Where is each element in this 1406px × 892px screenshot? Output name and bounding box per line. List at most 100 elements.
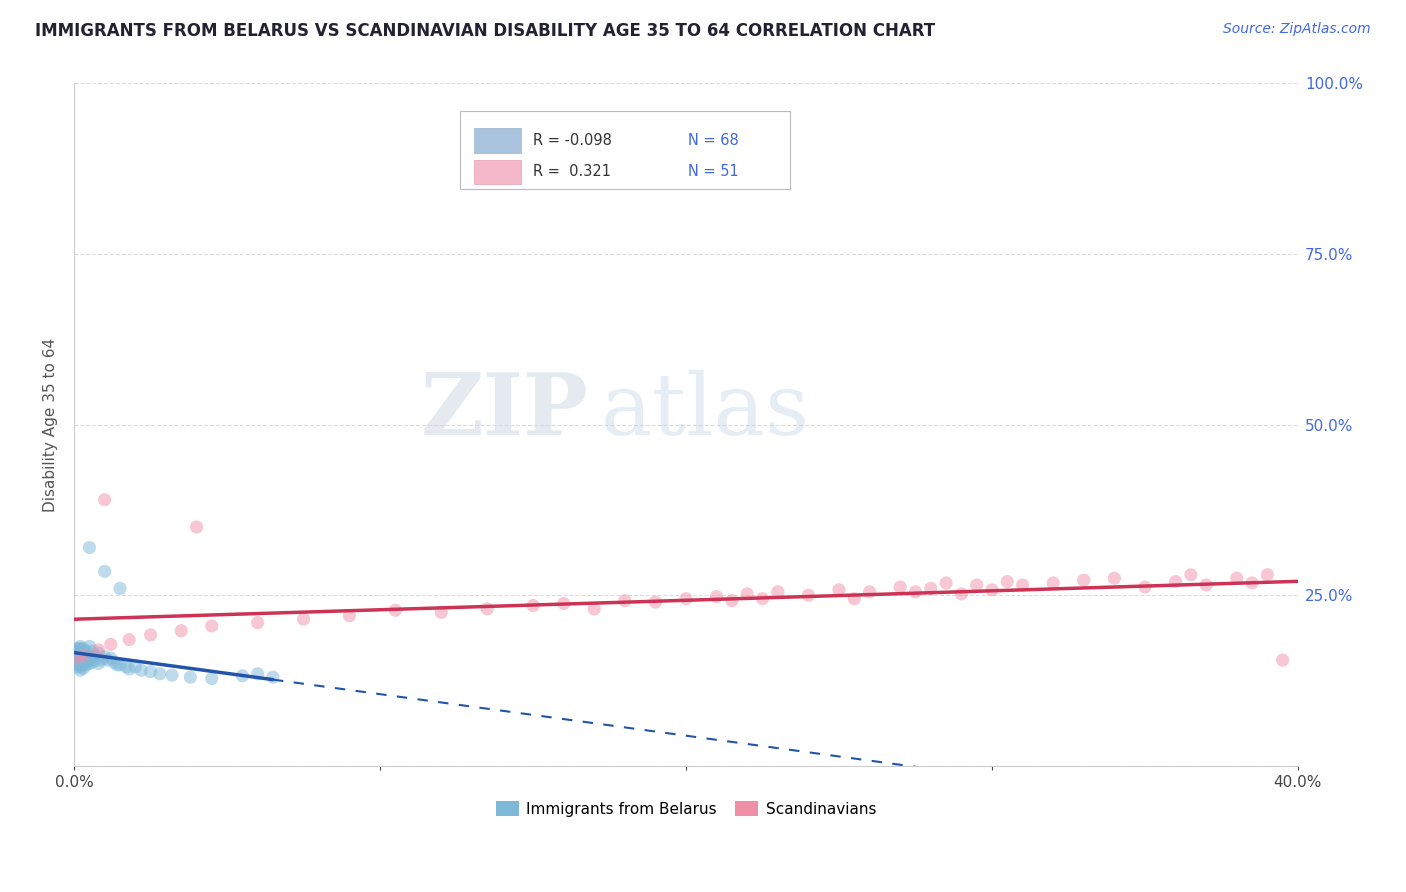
Point	[858, 585, 880, 599]
FancyBboxPatch shape	[474, 128, 520, 153]
Text: N = 68: N = 68	[689, 133, 740, 148]
Legend: Immigrants from Belarus, Scandinavians: Immigrants from Belarus, Scandinavians	[489, 796, 883, 823]
Point	[75, 644, 97, 658]
Point	[995, 574, 1018, 589]
Point	[981, 582, 1004, 597]
Point	[1042, 576, 1064, 591]
Point	[72, 646, 94, 660]
Point	[79, 640, 101, 654]
Point	[1104, 571, 1126, 585]
Point	[179, 670, 201, 684]
Point	[75, 655, 97, 669]
Point	[201, 672, 224, 686]
Point	[1164, 574, 1187, 589]
Point	[675, 591, 697, 606]
Point	[97, 653, 120, 667]
Text: ZIP: ZIP	[420, 369, 588, 453]
Point	[93, 649, 115, 664]
Point	[1133, 580, 1156, 594]
Point	[201, 619, 224, 633]
Point	[118, 662, 141, 676]
Point	[105, 657, 128, 672]
Point	[613, 593, 636, 607]
Point	[1011, 578, 1033, 592]
Point	[1240, 576, 1263, 591]
Point	[904, 585, 927, 599]
Text: R = -0.098: R = -0.098	[533, 133, 612, 148]
Point	[93, 565, 115, 579]
Point	[79, 541, 101, 555]
Point	[889, 580, 911, 594]
Point	[920, 582, 942, 596]
Point	[93, 492, 115, 507]
Point	[75, 648, 97, 663]
Point	[186, 520, 208, 534]
Point	[72, 661, 94, 675]
Point	[82, 644, 104, 658]
Point	[69, 641, 91, 656]
Text: R =  0.321: R = 0.321	[533, 164, 612, 179]
Y-axis label: Disability Age 35 to 64: Disability Age 35 to 64	[44, 337, 58, 512]
Point	[844, 591, 866, 606]
Point	[82, 655, 104, 669]
Point	[751, 591, 773, 606]
Point	[131, 663, 153, 677]
Point	[115, 660, 138, 674]
Point	[72, 653, 94, 667]
Point	[1180, 567, 1202, 582]
Point	[583, 602, 606, 616]
Point	[108, 582, 131, 596]
Point	[87, 643, 110, 657]
Text: N = 51: N = 51	[689, 164, 740, 179]
Point	[72, 644, 94, 658]
Point	[69, 648, 91, 663]
Point	[339, 608, 361, 623]
Point	[69, 644, 91, 658]
Point	[66, 660, 89, 674]
FancyBboxPatch shape	[460, 111, 790, 189]
Point	[69, 660, 91, 674]
Point	[69, 643, 91, 657]
Point	[935, 576, 957, 591]
Point	[706, 590, 728, 604]
Point	[160, 668, 183, 682]
Point	[1226, 571, 1249, 585]
Point	[66, 653, 89, 667]
Point	[966, 578, 988, 592]
Point	[66, 646, 89, 660]
Point	[69, 657, 91, 671]
Point	[149, 666, 172, 681]
Point	[69, 646, 91, 660]
Point	[124, 660, 146, 674]
Point	[90, 653, 112, 667]
Point	[87, 657, 110, 671]
Text: Source: ZipAtlas.com: Source: ZipAtlas.com	[1223, 22, 1371, 37]
Point	[79, 649, 101, 664]
Point	[246, 615, 269, 630]
Point	[72, 655, 94, 669]
Point	[69, 640, 91, 654]
Point	[292, 612, 315, 626]
Point	[950, 587, 973, 601]
Point	[797, 588, 820, 602]
Point	[100, 637, 122, 651]
Point	[644, 595, 666, 609]
Point	[69, 653, 91, 667]
Point	[72, 648, 94, 663]
Point	[66, 657, 89, 671]
Point	[75, 657, 97, 672]
Point	[522, 599, 544, 613]
Point	[262, 670, 284, 684]
Point	[66, 643, 89, 657]
Point	[72, 657, 94, 672]
Point	[66, 651, 89, 665]
Point	[475, 602, 498, 616]
Point	[84, 648, 107, 663]
Point	[139, 665, 162, 679]
Point	[72, 641, 94, 656]
Point	[84, 653, 107, 667]
Point	[384, 603, 406, 617]
Point	[69, 655, 91, 669]
Point	[72, 648, 94, 663]
Point	[118, 632, 141, 647]
